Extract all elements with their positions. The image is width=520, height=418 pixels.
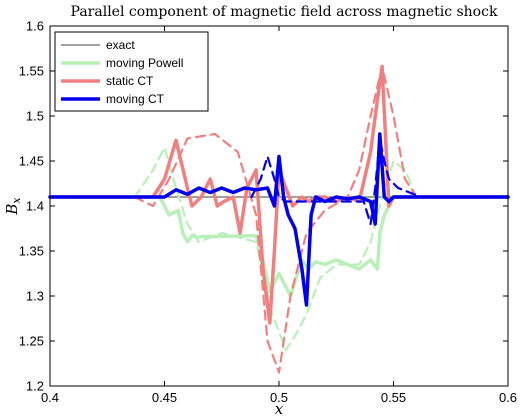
y-tick-label: 1.55 [19, 64, 44, 79]
series-line-moving-powell-dashed [133, 146, 418, 352]
y-axis-label-sub: x [10, 197, 23, 204]
y-tick-label: 1.3 [26, 289, 44, 304]
series-line-moving-ct [48, 132, 510, 307]
axis-ticks: 0.4 0.45 0.5 0.55 0.6 1.2 1.25 1.3 1.35 1.4 1.45 1.… [19, 19, 517, 406]
legend-label: moving CT [106, 92, 165, 106]
legend: exact moving Powell static CT moving CT [54, 31, 209, 112]
y-tick-label: 1.35 [19, 244, 44, 259]
legend-label: static CT [106, 74, 154, 88]
plot-series [48, 64, 510, 374]
x-axis-label: x [275, 400, 284, 418]
series-line-moving-ct-dashed [250, 137, 423, 226]
legend-label: moving Powell [106, 56, 183, 70]
x-tick-label: 0.55 [381, 390, 406, 405]
y-tick-label: 1.45 [19, 154, 44, 169]
y-axis-label-main: B [3, 204, 21, 216]
legend-items: exact moving Powell static CT moving CT [61, 38, 183, 106]
series-line-static-ct [48, 64, 510, 325]
x-tick-label: 0.4 [41, 390, 59, 405]
legend-label: exact [106, 38, 135, 52]
x-tick-label: 0.5 [270, 390, 288, 405]
y-tick-label: 1.25 [19, 334, 44, 349]
y-tick-label: 1.6 [26, 19, 44, 34]
x-tick-label: 0.45 [152, 390, 177, 405]
y-axis-label: Bx [3, 197, 23, 216]
y-tick-label: 1.5 [26, 109, 44, 124]
x-tick-label: 0.6 [499, 390, 517, 405]
chart-title: Parallel component of magnetic field acr… [71, 4, 498, 20]
y-tick-label: 1.2 [26, 379, 44, 394]
series-line-moving-powell [48, 195, 510, 298]
y-tick-label: 1.4 [26, 199, 44, 214]
